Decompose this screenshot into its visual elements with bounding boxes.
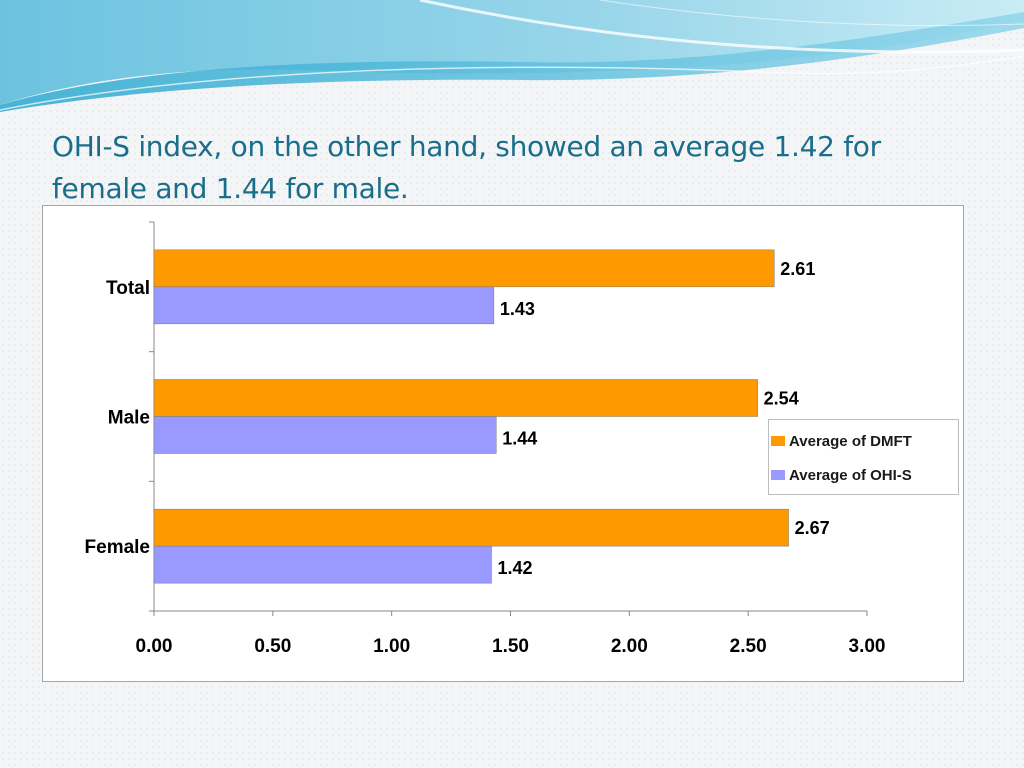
data-label: 1.43 — [500, 299, 535, 319]
x-tick-label: 0.50 — [254, 636, 291, 657]
data-label: 2.54 — [764, 389, 799, 409]
x-tick-label: 2.00 — [611, 636, 648, 657]
bar-ohis — [153, 416, 497, 454]
data-label: 1.42 — [497, 558, 532, 578]
category-label: Female — [85, 537, 150, 558]
bar-dmft — [153, 379, 758, 417]
x-tick-label: 2.50 — [730, 636, 767, 657]
bar-ohis — [153, 545, 492, 584]
legend-item-dmft: Average of DMFT — [769, 431, 912, 451]
data-label: 2.61 — [780, 259, 815, 279]
x-tick-label: 3.00 — [849, 636, 886, 657]
legend-label-dmft: Average of DMFT — [789, 432, 912, 450]
category-label: Total — [106, 278, 150, 299]
x-tick-label: 0.00 — [136, 636, 173, 657]
slide-title: OHI-S index, on the other hand, showed a… — [52, 130, 881, 205]
bar-dmft — [153, 508, 789, 547]
category-label: Male — [108, 408, 150, 429]
legend-label-ohis: Average of OHI-S — [789, 466, 912, 484]
x-tick-label: 1.00 — [373, 636, 410, 657]
data-label: 1.44 — [502, 429, 537, 449]
bar-ohis — [153, 286, 495, 325]
decorative-wave-banner — [0, 0, 1024, 112]
data-label: 2.67 — [795, 518, 830, 538]
legend-item-ohis: Average of OHI-S — [769, 465, 912, 485]
bar-chart: 0.00 0.50 1.00 1.50 2.00 2.50 3.00 Total 2.61 1.4… — [85, 221, 886, 657]
legend-swatch-dmft — [771, 436, 785, 446]
chart-frame: 0.00 0.50 1.00 1.50 2.00 2.50 3.00 Total 2.61 1.4… — [42, 205, 964, 682]
x-tick-label: 1.50 — [492, 636, 529, 657]
bar-dmft — [153, 249, 775, 288]
legend-swatch-ohis — [771, 470, 785, 480]
chart-legend: Average of DMFT Average of OHI-S — [768, 419, 959, 495]
